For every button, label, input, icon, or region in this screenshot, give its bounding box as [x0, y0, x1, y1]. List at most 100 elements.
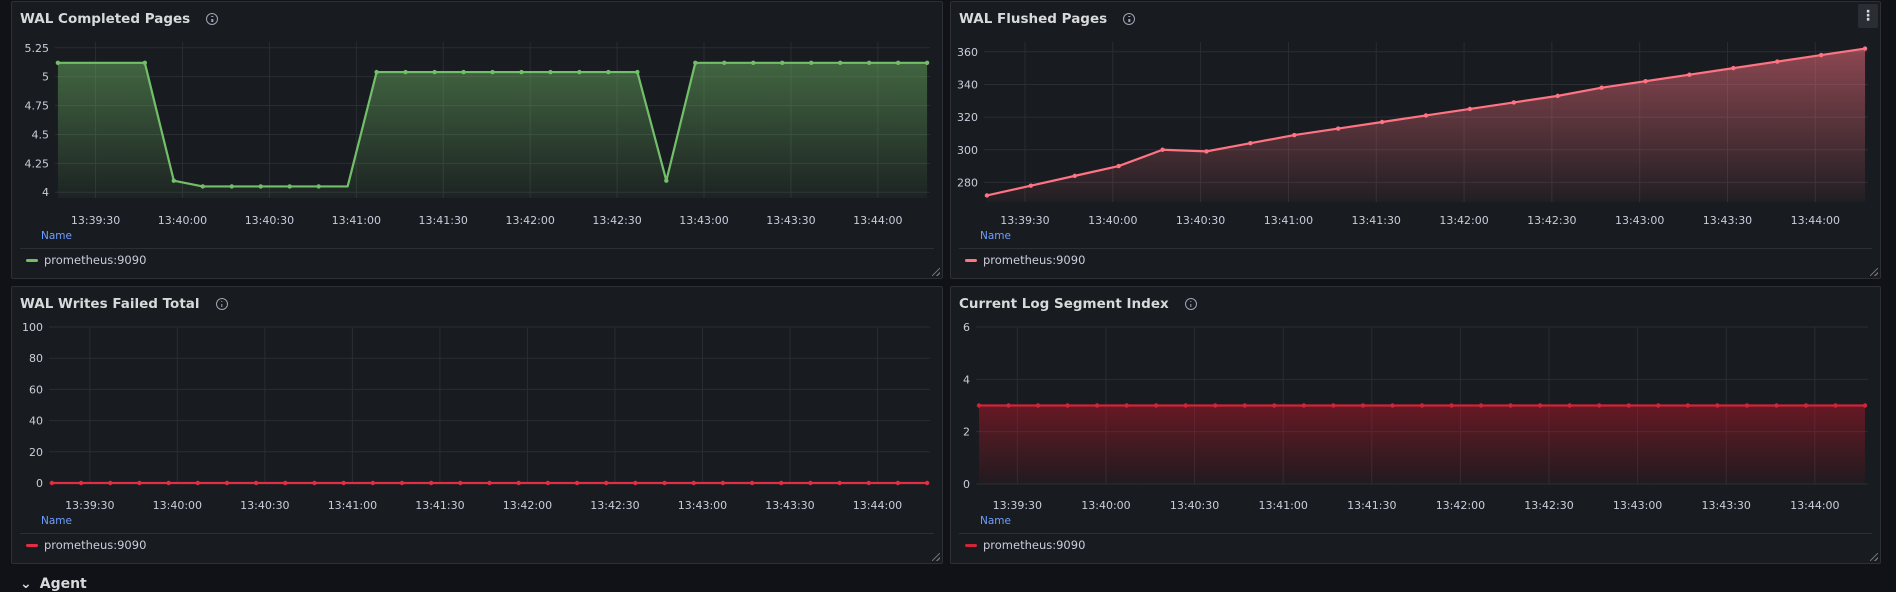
y-tick-label: 100 [22, 321, 43, 334]
data-point [1833, 403, 1838, 408]
x-tick-label: 13:40:30 [245, 214, 294, 227]
x-tick-label: 13:40:00 [153, 499, 202, 512]
legend-header[interactable]: Name [41, 515, 72, 527]
series-area [57, 62, 928, 198]
x-tick-label: 13:42:30 [1527, 214, 1576, 227]
data-point [837, 480, 842, 486]
data-point [1248, 141, 1253, 146]
resize-handle-icon[interactable] [1870, 553, 1878, 561]
x-tick-label: 13:41:30 [1352, 214, 1401, 227]
data-point [374, 69, 379, 75]
legend-item[interactable]: prometheus:9090 [26, 253, 146, 267]
x-tick-label: 13:43:00 [1613, 499, 1662, 512]
resize-handle-icon[interactable] [932, 268, 940, 276]
x-tick-label: 13:43:00 [1615, 214, 1664, 227]
x-tick-label: 13:42:30 [1524, 499, 1573, 512]
x-tick-label: 13:42:00 [1436, 499, 1485, 512]
legend-swatch [26, 543, 38, 547]
data-point [749, 480, 755, 486]
data-point [577, 69, 582, 75]
panel-title[interactable]: WAL Writes Failed Total [20, 296, 228, 312]
info-icon[interactable] [1184, 298, 1197, 310]
x-tick-label: 13:41:30 [419, 214, 468, 227]
data-point [574, 480, 580, 486]
data-point [229, 184, 234, 189]
legend-item[interactable]: prometheus:9090 [26, 538, 146, 552]
y-tick-label: 5.25 [25, 42, 50, 55]
data-point [341, 480, 346, 486]
legend-header[interactable]: Name [980, 515, 1011, 527]
data-point [691, 480, 696, 486]
data-point [606, 69, 611, 75]
data-point [693, 60, 698, 65]
x-tick-label: 13:43:00 [679, 214, 728, 227]
legend-header[interactable]: Name [41, 230, 72, 242]
x-tick-label: 13:39:30 [993, 499, 1042, 512]
y-tick-label: 2 [963, 426, 970, 439]
data-point [1744, 403, 1750, 408]
data-point [461, 69, 466, 75]
y-tick-label: 4.75 [25, 100, 50, 113]
resize-handle-icon[interactable] [1870, 268, 1878, 276]
legend-item[interactable]: prometheus:9090 [965, 538, 1085, 552]
data-point [1301, 403, 1307, 408]
legend-item[interactable]: prometheus:9090 [965, 253, 1085, 267]
x-tick-label: 13:40:00 [158, 214, 207, 227]
data-point [432, 69, 437, 75]
y-tick-label: 80 [29, 352, 43, 365]
data-point [253, 480, 259, 486]
panel-menu-button[interactable]: ⋮ [1858, 4, 1878, 28]
x-tick-label: 13:40:30 [1176, 214, 1225, 227]
chart-current-log-segment-index: 0 2 4 6 13:39:30 13:40:00 13:40:30 13:41:00 13:4… [963, 321, 1868, 512]
data-point [1272, 403, 1277, 408]
row-header-agent[interactable]: ⌄ Agent [20, 576, 87, 592]
data-point [1656, 403, 1661, 408]
info-icon[interactable] [215, 298, 228, 310]
data-point [1449, 403, 1454, 408]
legend-label: prometheus:9090 [44, 538, 147, 552]
data-point [1537, 403, 1543, 408]
x-tick-label: 13:41:30 [1347, 499, 1396, 512]
x-tick-label: 13:42:00 [503, 499, 552, 512]
panel-title-text: Current Log Segment Index [959, 296, 1169, 312]
panel-wal-flushed-pages[interactable]: WAL Flushed Pages ⋮ 280 300 320 340 360 13:39… [950, 1, 1881, 279]
data-point [224, 480, 230, 486]
data-point [1183, 403, 1188, 408]
panel-title[interactable]: Current Log Segment Index [959, 296, 1197, 312]
panel-wal-completed-pages[interactable]: WAL Completed Pages 4 4.25 4.5 4.75 5 5.25 13:… [11, 1, 943, 279]
data-point [895, 480, 901, 486]
y-tick-label: 280 [957, 176, 978, 189]
x-tick-label: 13:39:30 [71, 214, 120, 227]
data-point [984, 193, 990, 198]
x-tick-label: 13:41:30 [415, 499, 464, 512]
data-point [137, 480, 142, 486]
data-point [1775, 59, 1780, 64]
panel-title[interactable]: WAL Flushed Pages [959, 11, 1136, 27]
data-point [751, 60, 756, 65]
legend-separator [20, 533, 934, 534]
data-point [55, 60, 61, 65]
panel-current-log-segment-index[interactable]: Current Log Segment Index 0 2 4 6 13:39:30 13… [950, 286, 1881, 564]
data-point [548, 69, 553, 75]
data-point [1597, 403, 1602, 408]
resize-handle-icon[interactable] [932, 553, 940, 561]
panel-wal-writes-failed-total[interactable]: WAL Writes Failed Total 0 20 40 60 80 100 13:3… [11, 286, 943, 564]
data-point [1818, 52, 1824, 58]
legend-label: prometheus:9090 [983, 538, 1086, 552]
y-tick-label: 0 [963, 478, 970, 491]
panel-title[interactable]: WAL Completed Pages [20, 11, 219, 27]
data-point [458, 480, 463, 486]
x-tick-label: 13:43:30 [1702, 499, 1751, 512]
info-icon[interactable] [1123, 13, 1136, 25]
y-tick-label: 4 [42, 186, 49, 199]
info-icon[interactable] [206, 13, 219, 25]
x-tick-label: 13:39:30 [1000, 214, 1049, 227]
x-tick-label: 13:43:00 [678, 499, 727, 512]
legend-header[interactable]: Name [980, 230, 1011, 242]
data-point [633, 480, 638, 486]
data-point [1072, 173, 1077, 179]
y-tick-label: 320 [957, 111, 978, 124]
data-point [166, 480, 171, 486]
data-point [924, 60, 930, 65]
row-title: Agent [39, 576, 87, 592]
